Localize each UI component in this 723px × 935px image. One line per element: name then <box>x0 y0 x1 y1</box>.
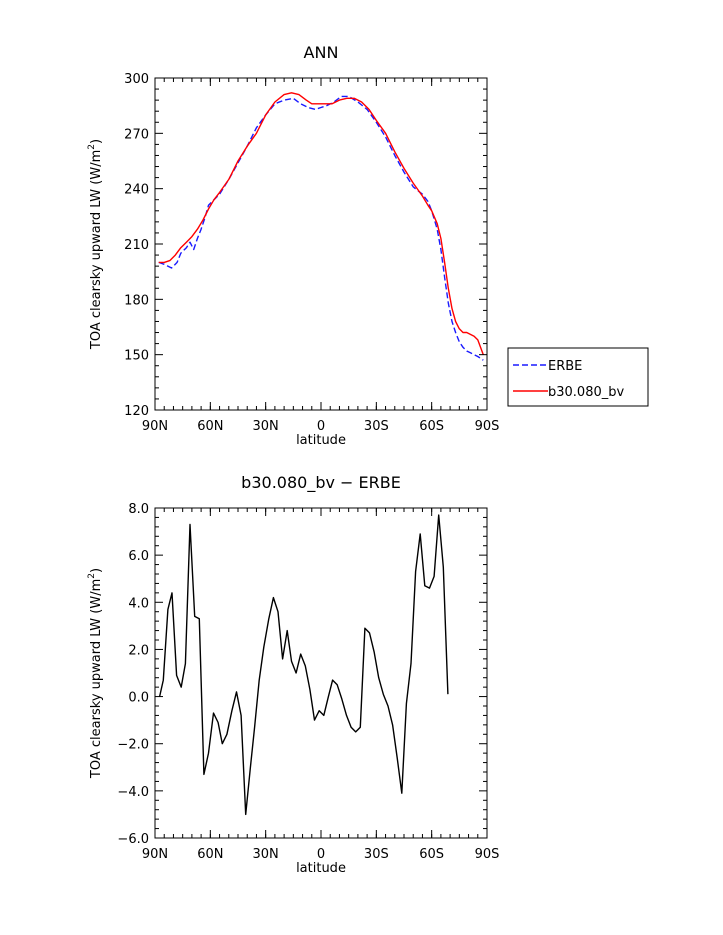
y-tick-label: 300 <box>124 72 149 87</box>
x-tick-label: 60N <box>197 847 223 862</box>
y-axis-label: TOA clearsky upward LW (W/m2) <box>87 568 104 779</box>
y-tick-label: 6.0 <box>128 549 149 564</box>
legend-box <box>507 347 649 407</box>
y-tick-label: 120 <box>124 404 149 419</box>
x-tick-label: 60S <box>419 419 444 434</box>
x-axis-label: latitude <box>296 433 346 448</box>
y-tick-label: 0.0 <box>128 691 149 706</box>
chart-title: b30.080_bv − ERBE <box>241 473 401 493</box>
y-tick-label: −2.0 <box>117 738 149 753</box>
y-tick-label: 150 <box>124 349 149 364</box>
y-tick-label: 4.0 <box>128 596 149 611</box>
x-tick-label: 90N <box>142 847 168 862</box>
x-tick-label: 30S <box>364 847 389 862</box>
plot-frame <box>154 77 488 411</box>
x-tick-label: 90N <box>142 419 168 434</box>
y-tick-label: 2.0 <box>128 643 149 658</box>
latitude-plot-ann: ANN 90N 60N 30N 0 30S 60S 90S 120 150 180 210 240 270… <box>87 43 499 448</box>
chart-title: ANN <box>304 43 339 62</box>
x-tick-label: 0 <box>317 419 325 434</box>
y-tick-label: 180 <box>124 293 149 308</box>
series-line-b30-080-bv <box>158 92 484 355</box>
x-tick-label: 60N <box>197 419 223 434</box>
y-tick-label: 210 <box>124 238 149 253</box>
plot-frame <box>154 507 488 839</box>
x-tick-label: 90S <box>475 419 500 434</box>
x-tick-label: 30S <box>364 419 389 434</box>
y-tick-label: 8.0 <box>128 502 149 517</box>
difference-plot: b30.080_bv − ERBE 90N 60N 30N 0 30S 60S 90S −6.0… <box>87 473 499 876</box>
legend-entry: b30.080_bv <box>548 385 624 400</box>
legend: ERBE b30.080_bv <box>507 347 649 407</box>
y-tick-label: 270 <box>124 127 149 142</box>
legend-entry: ERBE <box>548 359 582 374</box>
x-tick-label: 90S <box>475 847 500 862</box>
series-line-erbe <box>158 95 484 361</box>
y-tick-label: −4.0 <box>117 785 149 800</box>
y-tick-label: −6.0 <box>117 832 149 847</box>
x-axis-label: latitude <box>296 861 346 876</box>
series-line-difference <box>158 514 449 816</box>
x-tick-label: 60S <box>419 847 444 862</box>
y-axis-label: TOA clearsky upward LW (W/m2) <box>87 139 104 350</box>
y-tick-label: 240 <box>124 183 149 198</box>
x-tick-label: 30N <box>253 847 279 862</box>
x-tick-label: 30N <box>253 419 279 434</box>
x-tick-label: 0 <box>317 847 325 862</box>
